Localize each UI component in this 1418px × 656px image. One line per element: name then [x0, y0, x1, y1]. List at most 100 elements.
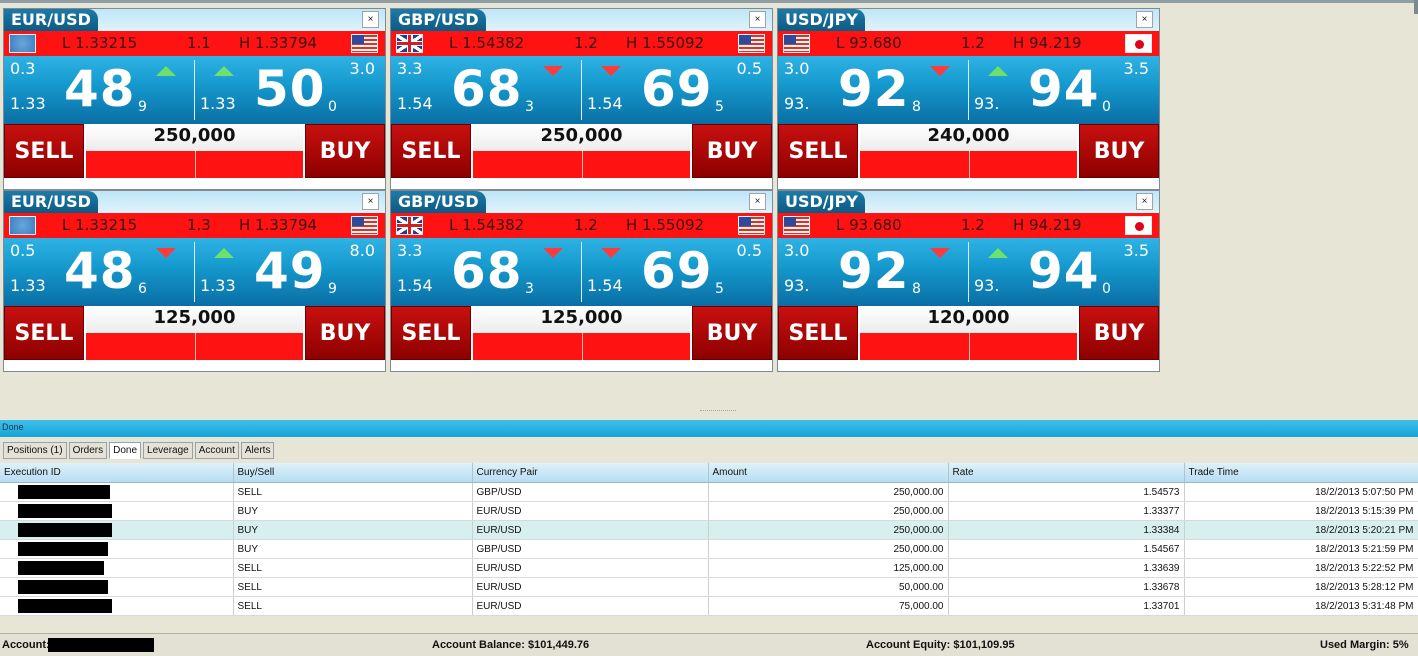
tab-leverage[interactable]: Leverage — [143, 442, 193, 459]
sell-button[interactable]: SELL — [391, 124, 471, 178]
price-divider — [581, 60, 582, 120]
table-row[interactable]: BUY EUR/USD 250,000.00 1.33377 18/2/2013… — [0, 501, 1418, 521]
buy-button[interactable]: BUY — [305, 306, 385, 360]
tab-account[interactable]: Account — [194, 442, 239, 459]
account-redacted — [48, 638, 154, 652]
price-divider — [194, 242, 195, 302]
table-row[interactable]: SELL EUR/USD 50,000.00 1.33678 18/2/2013… — [0, 577, 1418, 597]
range-bar: L 1.54382 1.2 H 1.55092 — [391, 31, 772, 56]
tab-done[interactable]: Done — [109, 442, 142, 459]
buy-button[interactable]: BUY — [1079, 306, 1159, 360]
column-header[interactable]: Buy/Sell — [233, 463, 473, 483]
price-panel: 0.5 1.33 48 6 8.0 1.33 49 9 — [4, 238, 385, 306]
amount-input[interactable]: 240,000 — [860, 124, 1077, 151]
tile-header[interactable]: USD/JPY × — [778, 191, 1159, 213]
close-icon[interactable]: × — [1136, 193, 1153, 210]
sell-button[interactable]: SELL — [4, 306, 84, 360]
low-price: L 93.680 — [836, 216, 902, 234]
redacted-id — [18, 542, 108, 556]
column-header[interactable]: Rate — [948, 463, 1185, 483]
sell-button[interactable]: SELL — [778, 306, 858, 360]
tile-header[interactable]: EUR/USD × — [4, 9, 385, 31]
column-header[interactable]: Amount — [708, 463, 949, 483]
amount-input[interactable]: 125,000 — [86, 306, 303, 333]
table-row[interactable]: BUY EUR/USD 250,000.00 1.33384 18/2/2013… — [0, 520, 1418, 540]
close-icon[interactable]: × — [749, 193, 766, 210]
ask-pip-offset: 8.0 — [349, 241, 375, 260]
arrow-up-icon — [988, 248, 1008, 258]
rate-cell: 1.54573 — [948, 482, 1185, 502]
tab-alerts[interactable]: Alerts — [240, 442, 275, 459]
time-cell: 18/2/2013 5:31:48 PM — [1184, 596, 1418, 616]
ask-price-pip: 0 — [1102, 99, 1111, 115]
tile-header[interactable]: GBP/USD × — [391, 9, 772, 31]
bid-price-big[interactable]: 48 — [64, 60, 136, 118]
currency-pair-label: GBP/USD — [391, 9, 486, 31]
column-header[interactable]: Currency Pair — [472, 463, 709, 483]
sell-button[interactable]: SELL — [778, 124, 858, 178]
quote-tile: GBP/USD × L 1.54382 1.2 H 1.55092 3.3 1.… — [390, 190, 773, 372]
tile-header[interactable]: GBP/USD × — [391, 191, 772, 213]
buy-button[interactable]: BUY — [1079, 124, 1159, 178]
arrow-down-icon — [930, 248, 950, 258]
tile-header[interactable]: USD/JPY × — [778, 9, 1159, 31]
ask-price-big[interactable]: 94 — [1028, 60, 1100, 118]
splitter-grip[interactable] — [700, 410, 736, 414]
high-price: H 1.55092 — [626, 216, 705, 234]
pair-cell: GBP/USD — [472, 482, 709, 502]
amount-input[interactable]: 250,000 — [473, 124, 690, 151]
account-footer: Account: Account Balance: $101,449.76 Ac… — [0, 633, 1418, 656]
done-trades-table: Execution ID Buy/Sell Currency Pair Amount R… — [0, 463, 1418, 616]
pair-cell: EUR/USD — [472, 596, 709, 616]
bid-price-big[interactable]: 92 — [838, 60, 910, 118]
buy-button[interactable]: BUY — [692, 306, 772, 360]
tile-header[interactable]: EUR/USD × — [4, 191, 385, 213]
side-cell: BUY — [233, 520, 473, 540]
ask-price-big[interactable]: 69 — [641, 242, 713, 300]
amount-bar — [86, 333, 303, 360]
buy-button[interactable]: BUY — [305, 124, 385, 178]
side-cell: SELL — [233, 596, 473, 616]
amount-input[interactable]: 120,000 — [860, 306, 1077, 333]
column-header[interactable]: Execution ID — [0, 463, 234, 483]
bid-price-prefix: 93. — [784, 94, 810, 113]
column-header[interactable]: Trade Time — [1184, 463, 1418, 483]
table-row[interactable]: SELL EUR/USD 75,000.00 1.33701 18/2/2013… — [0, 596, 1418, 616]
bid-price-pip: 3 — [525, 281, 534, 297]
ask-price-big[interactable]: 49 — [254, 242, 326, 300]
spread-value: 1.3 — [187, 216, 211, 234]
bid-price-big[interactable]: 68 — [451, 60, 523, 118]
bid-pip-offset: 0.5 — [10, 241, 36, 260]
amount-input[interactable]: 250,000 — [86, 124, 303, 151]
table-row[interactable]: BUY GBP/USD 250,000.00 1.54567 18/2/2013… — [0, 539, 1418, 559]
close-icon[interactable]: × — [749, 11, 766, 28]
ask-price-big[interactable]: 94 — [1028, 242, 1100, 300]
price-panel: 3.0 93. 92 8 3.5 93. 94 0 — [778, 238, 1159, 306]
currency-pair-label: USD/JPY — [778, 9, 865, 31]
close-icon[interactable]: × — [362, 193, 379, 210]
close-icon[interactable]: × — [362, 11, 379, 28]
table-row[interactable]: SELL GBP/USD 250,000.00 1.54573 18/2/201… — [0, 482, 1418, 502]
execution-id-cell — [0, 558, 234, 578]
tab-orders[interactable]: Orders — [68, 442, 108, 459]
table-row[interactable]: SELL EUR/USD 125,000.00 1.33639 18/2/201… — [0, 558, 1418, 578]
bid-price-big[interactable]: 68 — [451, 242, 523, 300]
amount-input[interactable]: 125,000 — [473, 306, 690, 333]
bid-price-big[interactable]: 92 — [838, 242, 910, 300]
us-flag-icon — [783, 34, 810, 53]
ask-price-prefix: 93. — [974, 276, 1000, 295]
sell-button[interactable]: SELL — [391, 306, 471, 360]
tab-positions-1[interactable]: Positions (1) — [3, 442, 67, 459]
quote-tile: GBP/USD × L 1.54382 1.2 H 1.55092 3.3 1.… — [390, 8, 773, 190]
redacted-id — [18, 580, 108, 594]
currency-pair-label: EUR/USD — [4, 9, 98, 31]
close-icon[interactable]: × — [1136, 11, 1153, 28]
time-cell: 18/2/2013 5:21:59 PM — [1184, 539, 1418, 559]
buy-button[interactable]: BUY — [692, 124, 772, 178]
ask-price-big[interactable]: 50 — [254, 60, 326, 118]
ask-price-big[interactable]: 69 — [641, 60, 713, 118]
ask-price-prefix: 1.54 — [587, 94, 623, 113]
sell-button[interactable]: SELL — [4, 124, 84, 178]
bid-price-big[interactable]: 48 — [64, 242, 136, 300]
ask-pip-offset: 3.5 — [1123, 59, 1149, 78]
